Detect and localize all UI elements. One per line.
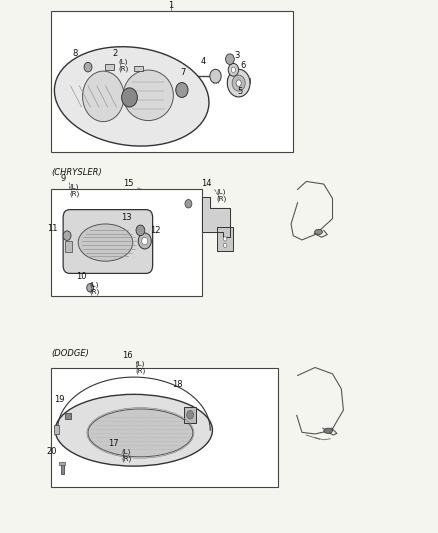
Text: (L)
(R): (L) (R) xyxy=(135,361,145,374)
Polygon shape xyxy=(201,197,230,237)
Bar xyxy=(60,464,64,474)
FancyBboxPatch shape xyxy=(184,407,196,423)
Text: 15: 15 xyxy=(124,179,134,188)
Bar xyxy=(59,462,65,465)
Text: 13: 13 xyxy=(120,213,131,222)
Text: (L)
(R): (L) (R) xyxy=(217,188,227,202)
Text: 14: 14 xyxy=(201,179,211,188)
Text: (CHRYSLER): (CHRYSLER) xyxy=(51,168,102,177)
Text: 19: 19 xyxy=(54,394,65,403)
Text: 6: 6 xyxy=(240,61,246,70)
Circle shape xyxy=(227,69,250,97)
Text: 9: 9 xyxy=(61,174,66,182)
Text: 8: 8 xyxy=(73,49,78,58)
Text: 3: 3 xyxy=(234,51,239,60)
Ellipse shape xyxy=(123,70,173,120)
Circle shape xyxy=(136,225,145,236)
Bar xyxy=(51,11,293,152)
Circle shape xyxy=(138,233,151,249)
Text: (L)
(R): (L) (R) xyxy=(69,183,79,197)
Text: 4: 4 xyxy=(201,56,206,66)
Circle shape xyxy=(187,410,194,419)
Text: 12: 12 xyxy=(150,225,161,235)
Bar xyxy=(51,189,201,296)
Text: 5: 5 xyxy=(238,87,243,96)
Ellipse shape xyxy=(54,47,209,146)
Text: 2: 2 xyxy=(112,49,117,58)
Bar xyxy=(51,368,278,487)
Circle shape xyxy=(226,54,234,64)
Circle shape xyxy=(176,83,188,98)
Ellipse shape xyxy=(314,229,322,235)
Circle shape xyxy=(210,69,221,83)
Ellipse shape xyxy=(324,428,332,433)
Text: (L)
(R): (L) (R) xyxy=(89,281,99,295)
Bar xyxy=(217,227,233,251)
Bar xyxy=(65,413,71,419)
Text: 7: 7 xyxy=(180,68,186,77)
Text: 11: 11 xyxy=(47,224,57,233)
Text: (L)
(R): (L) (R) xyxy=(121,449,131,462)
Text: (DODGE): (DODGE) xyxy=(51,349,89,358)
Ellipse shape xyxy=(88,409,193,457)
Ellipse shape xyxy=(78,224,133,261)
Text: 16: 16 xyxy=(122,351,133,360)
Circle shape xyxy=(122,88,138,107)
Circle shape xyxy=(223,243,227,247)
Text: (L)
(R): (L) (R) xyxy=(119,58,129,71)
Circle shape xyxy=(142,237,148,245)
Ellipse shape xyxy=(82,71,124,122)
Text: 20: 20 xyxy=(46,447,57,456)
Polygon shape xyxy=(106,64,114,70)
Circle shape xyxy=(231,67,236,72)
Circle shape xyxy=(228,63,239,76)
Polygon shape xyxy=(134,66,143,71)
Circle shape xyxy=(87,284,94,292)
Ellipse shape xyxy=(55,394,212,466)
Text: 18: 18 xyxy=(172,380,182,389)
Circle shape xyxy=(63,231,71,240)
Text: 10: 10 xyxy=(76,272,86,281)
Circle shape xyxy=(232,75,245,91)
Circle shape xyxy=(236,80,241,86)
Bar xyxy=(65,241,72,252)
Bar xyxy=(54,425,59,434)
Text: 17: 17 xyxy=(108,439,119,448)
Circle shape xyxy=(223,237,227,241)
Circle shape xyxy=(185,199,192,208)
Text: 1: 1 xyxy=(168,1,173,10)
FancyBboxPatch shape xyxy=(63,209,152,273)
Circle shape xyxy=(84,62,92,72)
